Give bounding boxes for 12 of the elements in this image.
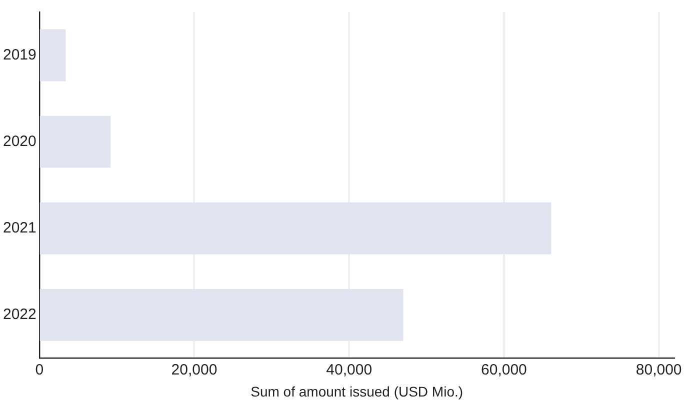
y-tick-label: 2022 [2,306,36,324]
y-tick-label: 2020 [2,132,36,150]
bar [40,116,111,168]
x-axis-title: Sum of amount issued (USD Mio.) [250,383,464,400]
bar [40,29,66,82]
x-tick-label: 80,000 [636,361,682,378]
y-tick-label: 2021 [2,220,36,237]
x-tick-label: 20,000 [171,361,218,378]
x-tick-label: 60,000 [481,361,527,378]
x-tick-label: 40,000 [326,361,372,378]
y-tick-label: 2019 [2,46,36,64]
x-tick-label: 0 [35,361,44,378]
